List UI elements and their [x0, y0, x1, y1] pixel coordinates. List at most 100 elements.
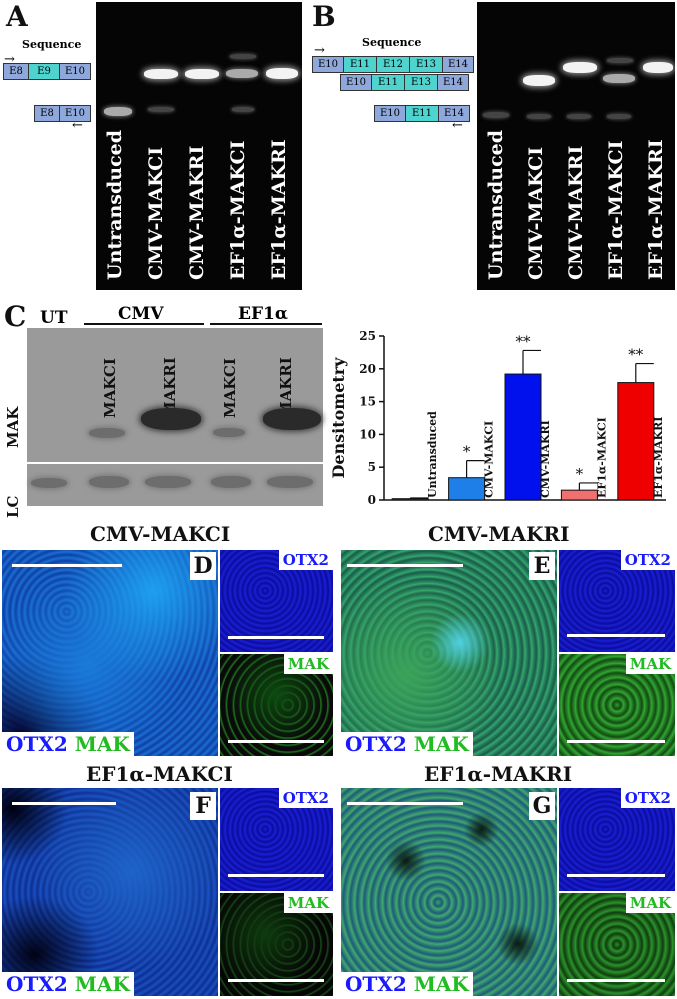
stain-legend: OTX2 MAK: [2, 972, 134, 996]
lane-label: EF1α-MAKRI: [268, 139, 290, 280]
lane-label: Untransduced: [485, 129, 507, 280]
exon-box: E12: [377, 57, 410, 72]
wb-band: [141, 408, 201, 430]
category-label: EF1α-MAKCI: [595, 417, 608, 498]
gel-band: [607, 114, 631, 119]
ef1a-group-label: EF1α: [238, 304, 288, 324]
lane-label: EF1α-MAKCI: [605, 140, 627, 281]
micro-otx2-e: OTX2: [559, 550, 675, 652]
bar: [504, 373, 542, 501]
category-label: CMV-MAKCI: [483, 421, 496, 498]
exon-box: E10: [375, 106, 406, 121]
micro-merge-g: G OTX2 MAK: [341, 788, 557, 996]
gel-image-b: Untransduced CMV-MAKCI CMV-MAKRI EF1α-MA…: [477, 2, 675, 290]
reverse-primer-arrow-b: ←: [452, 118, 463, 133]
exon-map-a-bottom: E8 E10: [34, 105, 91, 122]
y-tick-label: 20: [359, 362, 376, 376]
gel-band: [643, 62, 673, 73]
category-label: Untransduced: [426, 411, 439, 498]
micro-mak-e: MAK: [559, 654, 675, 756]
exon-map-b-row2: E10 E11 E13 E14: [340, 74, 469, 91]
exon-box: E11: [344, 57, 377, 72]
panel-label-f: F: [190, 792, 216, 820]
channel-label-otx2: OTX2: [278, 550, 333, 570]
exon-box: E8: [4, 64, 29, 79]
stain-otx2-label: OTX2: [6, 972, 68, 996]
panel-label-e: E: [529, 552, 555, 580]
micro-merge-f: F OTX2 MAK: [2, 788, 218, 996]
exon-box: E10: [60, 106, 90, 121]
wb-band: [211, 476, 251, 488]
bar: [448, 477, 486, 501]
panel-label-a: A: [6, 0, 28, 33]
stain-legend: OTX2 MAK: [2, 732, 134, 756]
significance-marker: **: [628, 346, 644, 364]
stain-otx2-label: OTX2: [6, 732, 68, 756]
scale-bar: [228, 979, 324, 982]
gel-band: [527, 114, 551, 119]
exon-map-b-row3: E10 E11 E14: [374, 105, 470, 122]
gel-band: [144, 69, 178, 79]
stain-mak-label: MAK: [74, 972, 130, 996]
micro-mak-f: MAK: [220, 893, 333, 996]
category-label: CMV-MAKRI: [539, 420, 552, 498]
micro-otx2-g: OTX2: [559, 788, 675, 891]
exon-map-a-top: E8 E9 E10: [3, 63, 91, 80]
panel-e-title: CMV-MAKRI: [428, 522, 570, 546]
stain-mak-label: MAK: [413, 972, 469, 996]
exon-box: E11: [406, 106, 439, 121]
exon-box: E13: [405, 75, 438, 90]
stain-legend: OTX2 MAK: [341, 732, 473, 756]
gel-band: [104, 107, 132, 116]
significance-marker: **: [516, 332, 532, 350]
gel-band: [226, 69, 258, 78]
ut-label: UT: [40, 308, 68, 328]
sequence-label-b: Sequence: [362, 36, 422, 49]
gel-band: [567, 114, 591, 119]
panel-label-d: D: [190, 552, 216, 580]
channel-label-mak: MAK: [625, 654, 675, 674]
exon-box: E8: [35, 106, 60, 121]
lane-label: CMV-MAKCI: [145, 146, 167, 280]
exon-box: E13: [410, 57, 443, 72]
exon-box: E10: [341, 75, 372, 90]
bar: [617, 382, 655, 501]
panel-f-title: EF1α-MAKCI: [86, 762, 233, 786]
blot-lane-label: MAKCI: [101, 358, 119, 418]
exon-box: E10: [313, 57, 344, 72]
ef1a-group-line: [210, 323, 322, 325]
y-tick-label: 15: [359, 395, 376, 409]
gel-band: [603, 74, 635, 83]
y-tick-label: 5: [368, 460, 376, 474]
exon-box: E14: [439, 106, 469, 121]
stain-legend: OTX2 MAK: [341, 972, 473, 996]
y-tick-label: 0: [368, 493, 376, 507]
wb-band: [89, 428, 125, 438]
significance-marker: *: [576, 465, 584, 483]
panel-g-title: EF1α-MAKRI: [424, 762, 573, 786]
panel-label-g: G: [529, 792, 555, 820]
lane-label: EF1α-MAKRI: [645, 139, 667, 280]
wb-band: [145, 476, 191, 488]
blot-row-label-mak: MAK: [4, 406, 22, 448]
significance-marker: *: [463, 443, 471, 461]
scale-bar: [12, 802, 116, 805]
bar: [391, 498, 429, 501]
scale-bar: [228, 740, 324, 743]
exon-box: E11: [372, 75, 405, 90]
exon-box: E10: [60, 64, 90, 79]
gel-band: [148, 107, 174, 112]
channel-label-mak: MAK: [283, 654, 333, 674]
blot-lane-label: MAKCI: [221, 358, 239, 418]
channel-label-otx2: OTX2: [620, 550, 675, 570]
panel-label-c: C: [4, 300, 27, 333]
gel-image-a: Untransduced CMV-MAKCI CMV-MAKRI EF1α-MA…: [96, 2, 302, 290]
channel-label-mak: MAK: [283, 893, 333, 913]
micro-otx2-d: OTX2: [220, 550, 333, 652]
micro-mak-d: MAK: [220, 654, 333, 756]
cmv-group-label: CMV: [118, 304, 164, 324]
blot-row-label-lc: LC: [4, 495, 22, 519]
western-blot-lc: [27, 464, 323, 506]
micro-merge-d: D OTX2 MAK: [2, 550, 218, 756]
wb-band: [263, 408, 321, 430]
